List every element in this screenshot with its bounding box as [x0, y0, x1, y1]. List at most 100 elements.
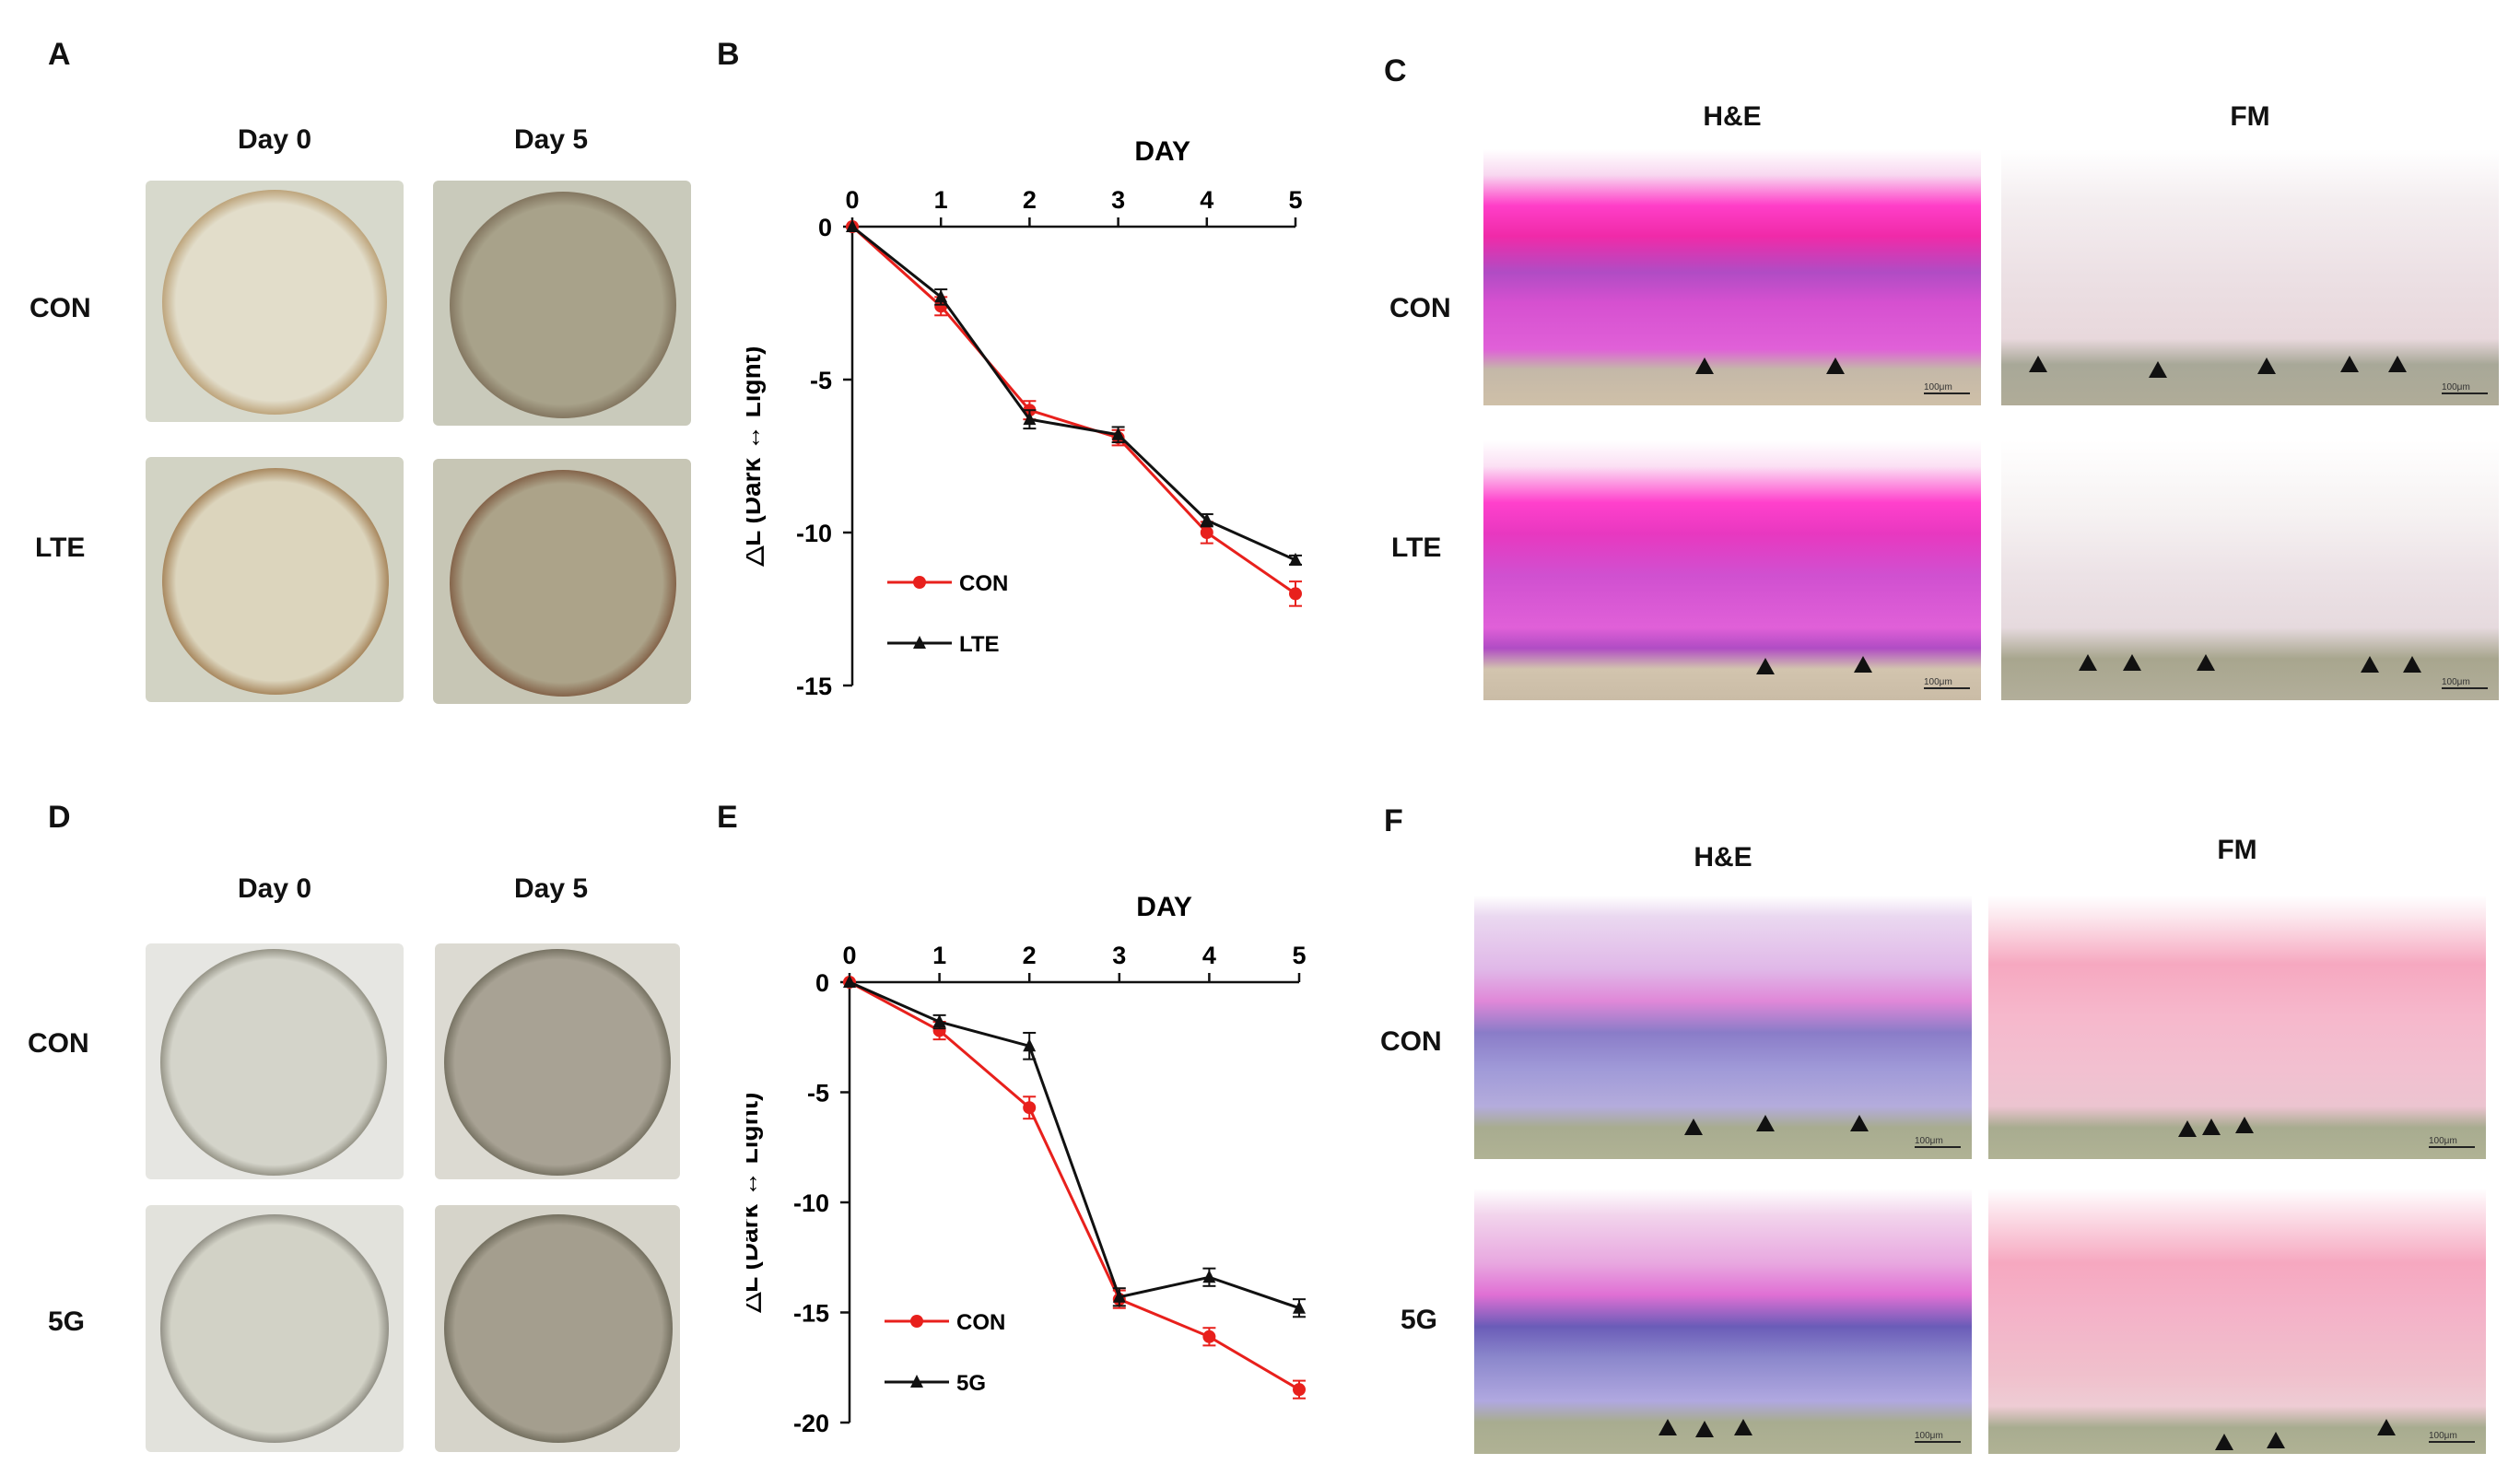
x-tick-label: 3 [1112, 942, 1126, 969]
y-tick-label: -15 [796, 673, 832, 700]
x-tick-label: 5 [1288, 186, 1302, 214]
x-tick-label: 0 [842, 942, 856, 969]
x-tick-label: 2 [1023, 942, 1037, 969]
well-photo-d-5g-day0 [146, 1205, 404, 1452]
scale-bar: 100μm [2442, 382, 2488, 394]
x-tick-label: 0 [845, 186, 859, 214]
arrow-marker [1684, 1119, 1703, 1135]
arrow-marker [1695, 1421, 1714, 1437]
panel-letter-f: F [1384, 803, 1403, 838]
arrow-marker [1850, 1115, 1869, 1131]
scale-bar: 100μm [2429, 1136, 2475, 1148]
legend-marker [910, 1315, 923, 1328]
row-label-con: CON [29, 293, 91, 323]
row-label-lte: LTE [1391, 533, 1442, 563]
data-point-5g [843, 975, 856, 988]
x-tick-label: 1 [932, 942, 946, 969]
histology-f-fm-con: 100μm [1988, 896, 2486, 1159]
y-tick-label: -10 [796, 520, 832, 547]
y-tick-label: 0 [818, 214, 832, 241]
panel-letter-e: E [717, 800, 738, 835]
col-label-he: H&E [1694, 842, 1752, 873]
data-point-con [1200, 526, 1213, 539]
y-tick-label: 0 [815, 969, 829, 997]
data-point-lte [934, 289, 948, 303]
arrow-marker [2267, 1432, 2285, 1448]
data-point-lte [1023, 412, 1037, 426]
arrow-marker [2215, 1434, 2233, 1450]
scale-bar: 100μm [1915, 1431, 1961, 1443]
row-label-5g: 5G [1401, 1305, 1438, 1335]
arrow-marker [1854, 656, 1872, 673]
series-line-5g [849, 980, 1300, 1310]
well-photo-a-con-day0 [146, 181, 404, 422]
data-point-lte [846, 219, 859, 232]
well-photo-a-lte-day5 [433, 459, 691, 704]
x-tick-label: 5 [1292, 942, 1306, 969]
arrow-marker [2340, 356, 2359, 372]
scale-bar: 100μm [1924, 677, 1970, 689]
data-point-5g [932, 1014, 946, 1028]
arrow-marker [1659, 1419, 1677, 1435]
data-point-con [1202, 1330, 1216, 1343]
col-label-fm: FM [2230, 101, 2270, 132]
row-label-con: CON [1380, 1026, 1442, 1057]
panel-letter-c: C [1384, 53, 1407, 88]
panel-letter-a: A [48, 37, 71, 72]
legend-marker [913, 636, 926, 649]
histology-f-he-con: 100μm [1474, 896, 1972, 1159]
line-chart-e: DAY 0 1 2 3 4 5 0 -5 -10 -15 -20 △L (Dark ↔ Light) CO… [746, 892, 1307, 1437]
line-chart-b: DAY 0 1 2 3 4 5 0 -5 -10 -15 △L (Dark ↔ Light) CON LT… [746, 136, 1303, 700]
x-axis-label: DAY [1134, 136, 1190, 167]
well-photo-a-con-day5 [433, 181, 691, 426]
col-label-fm: FM [2217, 835, 2257, 865]
col-label-day5: Day 5 [513, 124, 589, 155]
panel-letter-b: B [717, 37, 740, 72]
well-photo-a-lte-day0 [146, 457, 404, 702]
histology-c-he-con: 100μm [1483, 149, 1981, 405]
arrow-marker [2178, 1120, 2197, 1137]
data-point-lte [1289, 552, 1302, 566]
arrow-marker [2403, 656, 2421, 673]
y-axis-label: △L (Dark ↔ Light) [746, 1093, 763, 1314]
series-line-lte [851, 225, 1296, 562]
panel-letter-d: D [48, 800, 71, 835]
data-point-5g [1023, 1038, 1037, 1052]
data-point-5g [1202, 1270, 1216, 1283]
y-tick-label: -5 [807, 1080, 829, 1107]
y-tick-label: -15 [793, 1300, 829, 1328]
arrow-marker [1695, 357, 1714, 374]
arrow-marker [2361, 656, 2379, 673]
x-tick-label: 1 [934, 186, 948, 214]
scale-bar: 100μm [2442, 677, 2488, 689]
arrow-marker [2149, 361, 2167, 378]
row-label-lte: LTE [35, 533, 86, 563]
arrow-marker [1756, 658, 1775, 674]
data-point-5g [1112, 1289, 1126, 1303]
legend-label-con: CON [959, 571, 1008, 596]
arrow-marker [2202, 1119, 2221, 1135]
col-label-day0: Day 0 [237, 124, 312, 155]
col-label-day0: Day 0 [237, 873, 312, 904]
arrow-marker [2257, 357, 2276, 374]
well-photo-d-con-day0 [146, 943, 404, 1179]
data-point-con [1023, 1101, 1037, 1115]
arrow-marker [1826, 357, 1845, 374]
legend-marker [913, 576, 926, 589]
scale-bar: 100μm [2429, 1431, 2475, 1443]
series-line-con [850, 225, 1296, 595]
well-photo-d-con-day5 [435, 943, 680, 1179]
arrow-marker [1734, 1419, 1752, 1435]
data-point-5g [1293, 1300, 1306, 1314]
well-photo-d-5g-day5 [435, 1205, 680, 1452]
y-tick-label: -10 [793, 1189, 829, 1217]
x-tick-label: 4 [1200, 186, 1213, 214]
arrow-marker [2029, 356, 2047, 372]
data-point-con [1293, 1383, 1306, 1397]
series-line-con [849, 980, 1300, 1391]
x-tick-label: 2 [1023, 186, 1037, 214]
legend-marker [910, 1375, 923, 1388]
histology-f-fm-5g: 100μm [1988, 1189, 2486, 1454]
data-point-con [932, 1024, 946, 1037]
col-label-day5: Day 5 [513, 873, 589, 904]
